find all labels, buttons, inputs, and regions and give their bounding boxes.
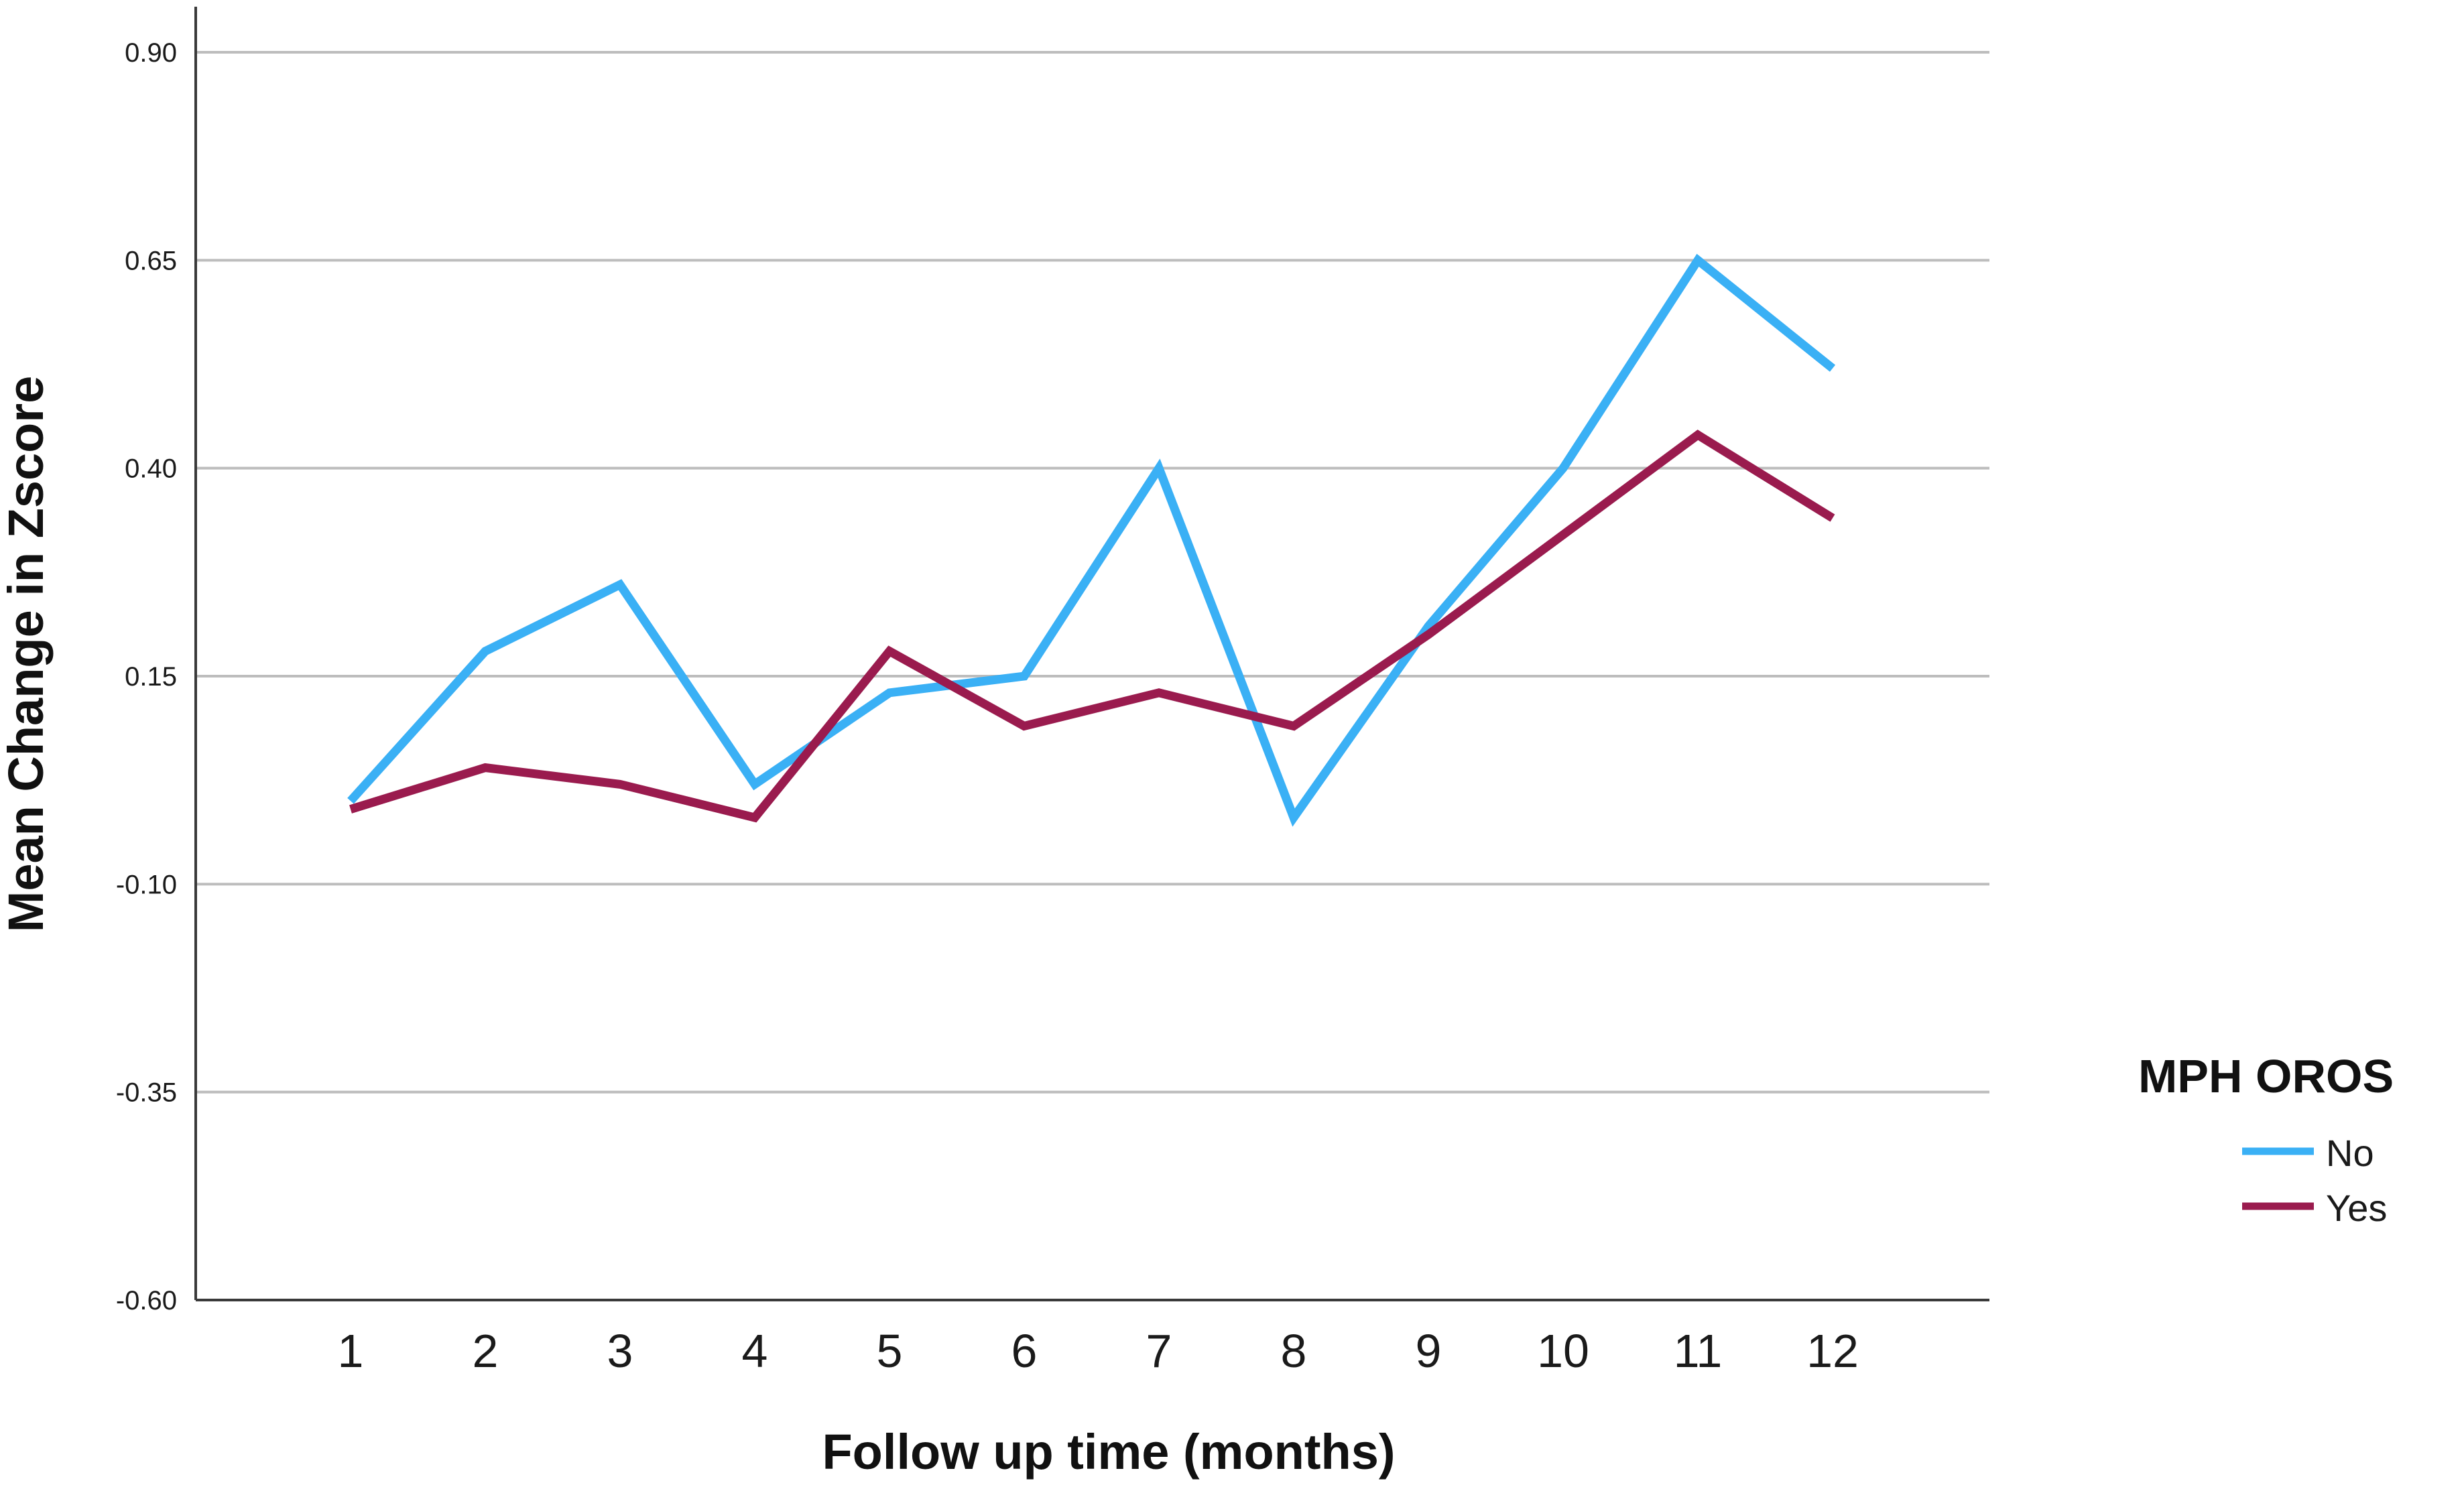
series-lines [347,253,1836,827]
x-tick-label: 9 [1416,1325,1442,1377]
y-tick-label: 0.40 [125,454,177,484]
legend-label-yes: Yes [2326,1187,2387,1229]
x-tick-label: 3 [607,1325,633,1377]
x-tick-label: 4 [742,1325,768,1377]
x-tick-label: 10 [1537,1325,1589,1377]
x-tick-label: 11 [1674,1325,1723,1377]
y-tick-label: -0.60 [116,1286,177,1315]
x-tick-label: 5 [877,1325,903,1377]
x-tick-label: 6 [1011,1325,1038,1377]
x-tick-labels: 1 2 3 4 5 6 7 8 9 10 11 12 [338,1325,1859,1377]
y-tick-label: 0.65 [125,246,177,275]
legend-label-no: No [2326,1132,2374,1174]
x-axis-title: Follow up time (months) [822,1424,1395,1480]
series-line-yes [349,430,1835,823]
y-axis-title: Mean Change in Zscore [0,376,54,933]
series-line-no [347,253,1836,827]
legend-title: MPH OROS [2138,1050,2394,1102]
x-tick-label: 7 [1146,1325,1172,1377]
x-tick-label: 1 [338,1325,364,1377]
legend: MPH OROS No Yes [2138,1050,2394,1229]
y-tick-label: -0.35 [116,1078,177,1108]
x-tick-label: 8 [1281,1325,1307,1377]
y-tick-label: 0.15 [125,662,177,692]
y-tick-label: -0.10 [116,870,177,899]
y-tick-label: 0.90 [125,38,177,68]
x-tick-label: 12 [1806,1325,1859,1377]
axes [194,7,1989,1301]
gridlines [196,51,1989,1094]
y-tick-labels: 0.90 0.65 0.40 0.15 -0.10 -0.35 -0.60 [116,38,177,1315]
x-tick-label: 2 [473,1325,499,1377]
